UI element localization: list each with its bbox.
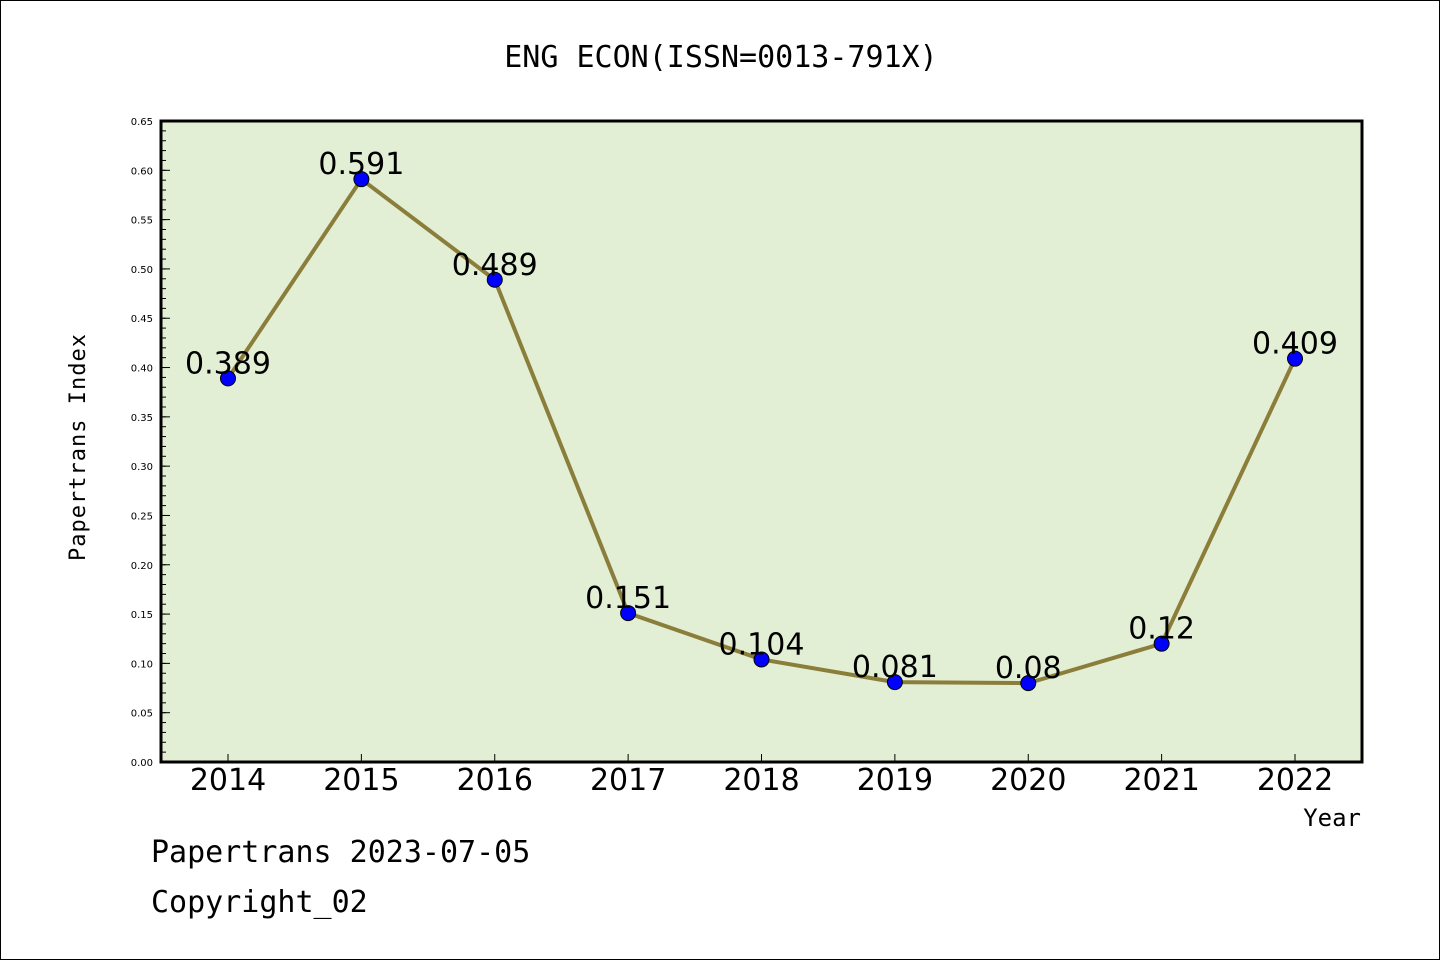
- y-tick-label: 0.65: [131, 117, 153, 128]
- data-point: [353, 171, 370, 188]
- x-tick-label: 2022: [1257, 763, 1333, 798]
- x-tick-label: 2019: [857, 763, 933, 798]
- x-tick-label: 2021: [1123, 763, 1199, 798]
- data-label: 0.081: [852, 650, 938, 685]
- y-tick-label: 0.40: [131, 364, 153, 375]
- x-tick-label: 2014: [190, 763, 266, 798]
- data-label: 0.389: [185, 346, 271, 381]
- y-tick-label: 0.50: [131, 265, 153, 276]
- y-axis-ticks: 0.00 0.05 0.10 0.15 0.20 0.25 0.30 0.35 0.40 0.45…: [131, 117, 170, 769]
- data-point: [753, 651, 770, 668]
- data-labels: 0.389 0.591 0.489 0.151 0.104 0.081 0.08 0.12 0.…: [185, 147, 1338, 686]
- data-label: 0.591: [318, 147, 404, 182]
- x-axis-label: Year: [1303, 804, 1361, 832]
- y-tick-label: 0.20: [131, 561, 153, 572]
- data-label: 0.151: [585, 581, 671, 616]
- y-tick-label: 0.25: [131, 511, 153, 522]
- data-point: [486, 271, 503, 288]
- y-tick-label: 0.55: [131, 216, 153, 227]
- x-tick-label: 2017: [590, 763, 666, 798]
- chart-title: ENG ECON(ISSN=0013-791X): [504, 40, 937, 75]
- data-label: 0.12: [1128, 612, 1195, 647]
- data-label: 0.409: [1252, 327, 1338, 362]
- data-label: 0.08: [995, 651, 1062, 686]
- footer-date: Papertrans 2023-07-05: [151, 835, 531, 870]
- y-tick-label: 0.10: [131, 659, 153, 670]
- y-axis-label: Papertrans Index: [66, 333, 91, 561]
- data-label: 0.104: [719, 627, 805, 662]
- x-tick-label: 2015: [323, 763, 399, 798]
- x-tick-label: 2016: [457, 763, 533, 798]
- y-tick-label: 0.30: [131, 462, 153, 473]
- series-group: [220, 171, 1303, 692]
- data-point: [620, 605, 637, 622]
- y-tick-label: 0.60: [131, 166, 153, 177]
- y-tick-label: 0.15: [131, 610, 153, 621]
- y-tick-label: 0.35: [131, 413, 153, 424]
- data-label: 0.489: [452, 248, 538, 283]
- y-tick-label: 0.00: [131, 758, 153, 769]
- data-point: [886, 674, 903, 691]
- data-point: [1287, 350, 1303, 367]
- data-point: [220, 370, 236, 387]
- data-point: [1020, 675, 1037, 692]
- y-tick-label: 0.05: [131, 709, 153, 720]
- x-axis-ticks: 2014 2015 2016 2017 2018 2019 2020 2021 2022: [190, 754, 1333, 798]
- x-tick-label: 2018: [723, 763, 799, 798]
- footer-copyright: Copyright_02: [151, 885, 368, 920]
- data-point: [1153, 635, 1170, 652]
- x-tick-label: 2020: [990, 763, 1066, 798]
- y-tick-label: 0.45: [131, 314, 153, 325]
